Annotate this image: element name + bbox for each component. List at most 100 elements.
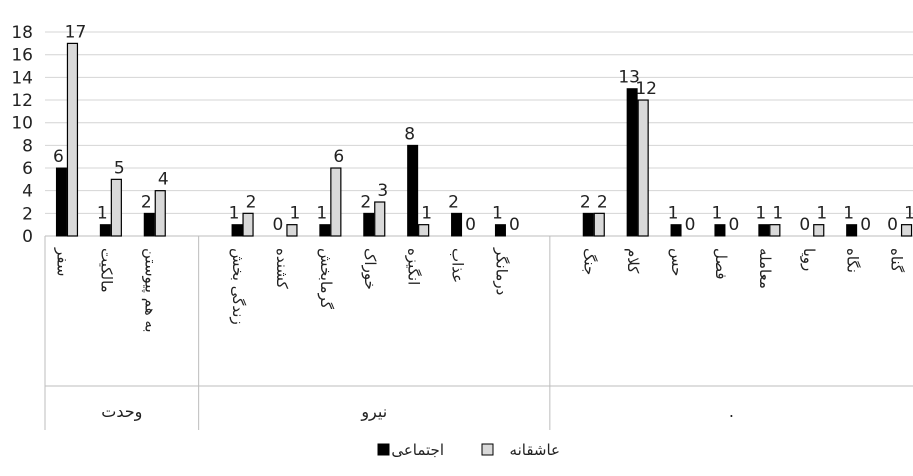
legend-label-series-1: اجتماعی <box>391 441 444 459</box>
category-label: به هم پیوستن <box>140 248 159 333</box>
bar-series-2 <box>286 224 298 237</box>
bar-series-2 <box>330 167 342 237</box>
data-label: 2 <box>448 192 459 212</box>
bar-series-1 <box>55 167 67 237</box>
gridlines <box>45 31 913 237</box>
y-tick-label: 10 <box>11 114 33 134</box>
group-label: . <box>729 402 734 421</box>
category-label: فصل <box>712 248 730 280</box>
group-label: وحدت <box>101 402 142 422</box>
category-label: عذاب <box>449 248 467 283</box>
bar-series-2 <box>110 178 122 237</box>
data-label: 6 <box>333 147 344 167</box>
data-label: 2 <box>141 192 152 212</box>
bar-series-1 <box>846 224 858 237</box>
bar-series-1 <box>582 212 594 237</box>
data-label: 1 <box>772 204 783 224</box>
y-tick-label: 0 <box>22 227 33 247</box>
bar-series-2 <box>242 212 254 237</box>
data-label: 1 <box>421 204 432 224</box>
data-label: 1 <box>712 204 723 224</box>
data-label: 0 <box>509 215 520 235</box>
data-label: 0 <box>729 215 740 235</box>
bar-series-1 <box>451 212 463 237</box>
data-label: 1 <box>755 204 766 224</box>
bar-series-2 <box>813 224 825 237</box>
data-label: 8 <box>404 124 415 144</box>
category-label: گرمابخش <box>317 248 335 310</box>
y-tick-label: 14 <box>11 68 33 88</box>
y-tick-label: 18 <box>11 23 33 43</box>
legend-swatch-series-2 <box>481 443 494 456</box>
data-label: 2 <box>597 192 608 212</box>
category-label: زندگی بخش <box>229 248 247 325</box>
bar-series-1 <box>714 224 726 237</box>
data-label: 17 <box>65 22 87 42</box>
category-label: نگاه <box>844 248 862 273</box>
data-label: 1 <box>97 204 108 224</box>
legend: اجتماعی عاشقانه <box>377 441 560 459</box>
y-tick-label: 4 <box>22 182 33 202</box>
data-label: 1 <box>843 204 854 224</box>
category-label: سفر <box>53 247 71 276</box>
data-label: 0 <box>860 215 871 235</box>
y-tick-label: 16 <box>11 46 33 66</box>
bar-series-1 <box>407 144 419 237</box>
y-tick-label: 12 <box>11 91 33 111</box>
data-label: 1 <box>492 204 503 224</box>
group-label: نیرو <box>360 402 387 422</box>
data-label: 2 <box>246 192 257 212</box>
category-label: مالکیت <box>97 248 115 293</box>
bar-series-2 <box>154 190 166 237</box>
data-label: 12 <box>635 79 657 99</box>
legend-swatch-series-1 <box>377 443 390 456</box>
bar-series-2 <box>66 42 79 237</box>
category-label: رویا <box>800 248 818 271</box>
data-label: 0 <box>273 215 284 235</box>
bar-series-1 <box>363 212 375 237</box>
data-label: 13 <box>618 68 640 88</box>
bar-series-1 <box>626 88 638 237</box>
bars <box>55 42 913 237</box>
data-label: 2 <box>580 192 591 212</box>
y-tick-label: 2 <box>22 204 33 224</box>
category-label: درمانگر <box>492 247 510 295</box>
category-label: گناه <box>888 248 906 273</box>
legend-label-series-2: عاشقانه <box>510 441 560 459</box>
data-label: 1 <box>904 204 913 224</box>
y-tick-label: 6 <box>22 159 33 179</box>
bar-series-1 <box>494 224 506 237</box>
data-label: 0 <box>887 215 898 235</box>
bar-series-1 <box>231 224 243 237</box>
data-label: 1 <box>290 204 301 224</box>
category-label: انگیزه <box>405 248 423 285</box>
bar-series-2 <box>769 224 781 237</box>
category-label: کلام <box>624 248 642 274</box>
data-label: 1 <box>668 204 679 224</box>
bar-series-2 <box>418 224 430 237</box>
data-label: 5 <box>114 158 125 178</box>
data-label: 3 <box>377 181 388 201</box>
bar-series-1 <box>319 224 331 237</box>
bar-series-2 <box>900 224 913 237</box>
bar-series-1 <box>99 224 111 237</box>
category-label: کشنده <box>273 248 291 290</box>
data-label: 1 <box>229 204 240 224</box>
bar-series-1 <box>143 212 155 237</box>
bar-series-2 <box>593 212 605 237</box>
data-label: 2 <box>360 192 371 212</box>
bar-series-2 <box>637 99 649 237</box>
data-label: 1 <box>816 204 827 224</box>
bar-series-1 <box>758 224 770 237</box>
category-label: جنگ <box>580 248 598 275</box>
category-label: خوراک <box>361 248 379 290</box>
bar-series-2 <box>374 201 386 237</box>
group-labels: وحدت نیرو. <box>44 236 913 430</box>
category-labels: سفر مالکیت به هم پیوستن زندگی بخش کشنده گرماب… <box>53 247 905 333</box>
data-label: 1 <box>316 204 327 224</box>
data-label: 0 <box>799 215 810 235</box>
category-label: حس <box>668 248 686 276</box>
